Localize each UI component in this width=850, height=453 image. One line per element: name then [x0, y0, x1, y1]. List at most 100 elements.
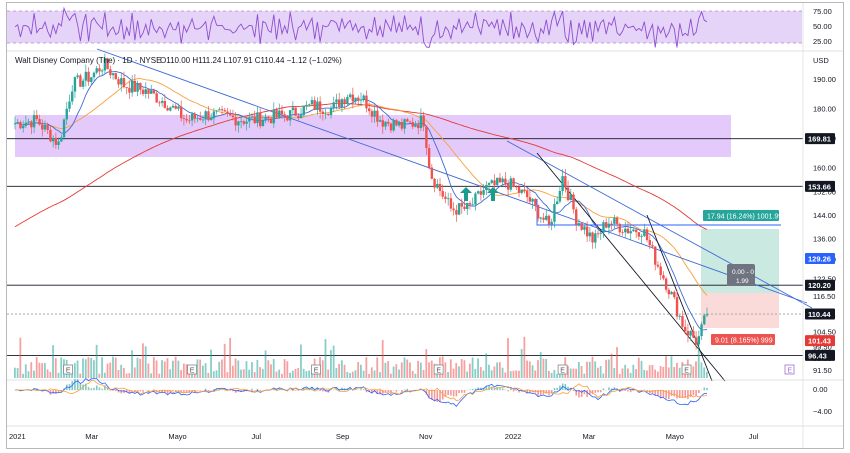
candle-body	[76, 75, 79, 78]
candle-body	[545, 215, 548, 220]
candle	[438, 178, 442, 197]
macd-histogram-bar	[259, 390, 261, 391]
candle	[673, 290, 676, 300]
price-tick-label: 99.50	[813, 342, 832, 351]
candle-body	[411, 121, 414, 127]
volume-bar	[365, 357, 368, 378]
macd-histogram-bar	[452, 390, 455, 397]
candle-body	[250, 116, 254, 118]
price-axis[interactable]: 190.00180.00170.00160.00152.00144.00136.…	[813, 75, 836, 375]
volume-bar	[308, 370, 311, 378]
volume-bar	[376, 357, 379, 378]
candle	[468, 200, 472, 210]
candle-body	[376, 110, 379, 122]
macd-histogram-bar	[215, 388, 218, 391]
earnings-marker-future-label: E	[788, 368, 793, 375]
candle-body	[441, 190, 444, 197]
candle	[199, 111, 202, 121]
candle	[73, 76, 77, 99]
candle	[60, 134, 63, 143]
volume-bar	[422, 370, 425, 378]
volume-bar	[591, 356, 594, 378]
macd-histogram-bar	[123, 390, 125, 394]
candle-body	[147, 89, 150, 94]
candle-body	[648, 240, 651, 246]
time-axis[interactable]: 2021 Mar Mayo Jul Sep Nov 2022 Mar Mayo Jul	[9, 432, 759, 441]
earnings-marker-future[interactable]	[784, 364, 795, 375]
volume-bar	[338, 363, 341, 378]
candle	[692, 326, 695, 339]
volume-bar	[567, 365, 569, 378]
volume-bar	[621, 368, 624, 378]
candle	[103, 53, 107, 75]
candle-body	[318, 101, 322, 112]
macd-histogram-bar	[117, 390, 120, 393]
macd-signal-line	[15, 379, 708, 402]
candle-body	[384, 121, 387, 127]
candle	[659, 262, 662, 281]
up-arrow-icon	[460, 187, 472, 201]
macd-histogram-bar	[384, 390, 387, 393]
volume-bar	[297, 367, 300, 378]
candle-body	[193, 113, 197, 119]
rsi-tick-75: 75.00	[813, 7, 832, 16]
macd-histogram-bar	[638, 390, 640, 392]
volume-bar	[174, 356, 177, 378]
candle-body	[338, 99, 341, 108]
volume-bar	[474, 368, 477, 378]
macd-histogram-bar	[569, 388, 572, 391]
price-tag-label: 101.43	[808, 337, 831, 346]
volume-bar	[703, 367, 706, 378]
macd-histogram-bar	[106, 388, 109, 391]
volume-bar	[490, 370, 493, 378]
candle-body	[19, 122, 22, 129]
candle-body	[248, 117, 251, 122]
volume-bar	[556, 373, 558, 378]
candle-body	[54, 138, 58, 145]
volume-bar	[73, 363, 76, 378]
volume-bar	[248, 369, 251, 378]
candle	[242, 119, 246, 127]
volume-bar	[182, 363, 185, 378]
volume-bar	[373, 370, 376, 378]
price-tag-bg	[805, 279, 835, 291]
candle-body	[365, 95, 368, 109]
volume-bar	[534, 370, 537, 378]
volume-bar	[275, 371, 278, 378]
macd-histogram-bar	[572, 390, 575, 392]
candle-body	[294, 107, 297, 116]
candle-body	[414, 124, 417, 127]
macd-histogram-bar	[659, 390, 662, 399]
candle	[689, 330, 692, 341]
rsi-tick-25: 25.00	[813, 37, 832, 46]
volume-bar	[417, 360, 420, 378]
candle-body	[389, 123, 393, 131]
candle-body	[87, 71, 90, 82]
volume-bar	[136, 357, 139, 378]
volume-bar	[158, 373, 161, 378]
candle-body	[427, 148, 431, 168]
macd-histogram-bar	[540, 390, 542, 396]
candle	[700, 321, 703, 340]
volume-bar	[150, 373, 153, 378]
candle-body	[92, 72, 96, 78]
candle	[613, 214, 616, 229]
chart-canvas[interactable]: 75.00 50.00 25.00	[7, 3, 843, 448]
macd-histogram-bar	[49, 390, 52, 395]
candle-body	[700, 324, 703, 337]
candle-body	[215, 110, 218, 112]
macd-histogram-bar	[74, 379, 76, 391]
macd-histogram-bar	[567, 386, 569, 391]
candle-body	[539, 217, 543, 219]
price-tag: 153.66	[805, 180, 835, 192]
candle-body	[229, 113, 232, 116]
candle	[648, 235, 651, 250]
volume-bar	[387, 361, 390, 378]
candle	[283, 111, 286, 122]
candle	[288, 110, 292, 126]
candle-body	[417, 124, 420, 129]
volume-bar	[460, 359, 463, 378]
volume-bars	[14, 336, 708, 378]
candle	[528, 190, 532, 204]
candle	[111, 73, 115, 80]
